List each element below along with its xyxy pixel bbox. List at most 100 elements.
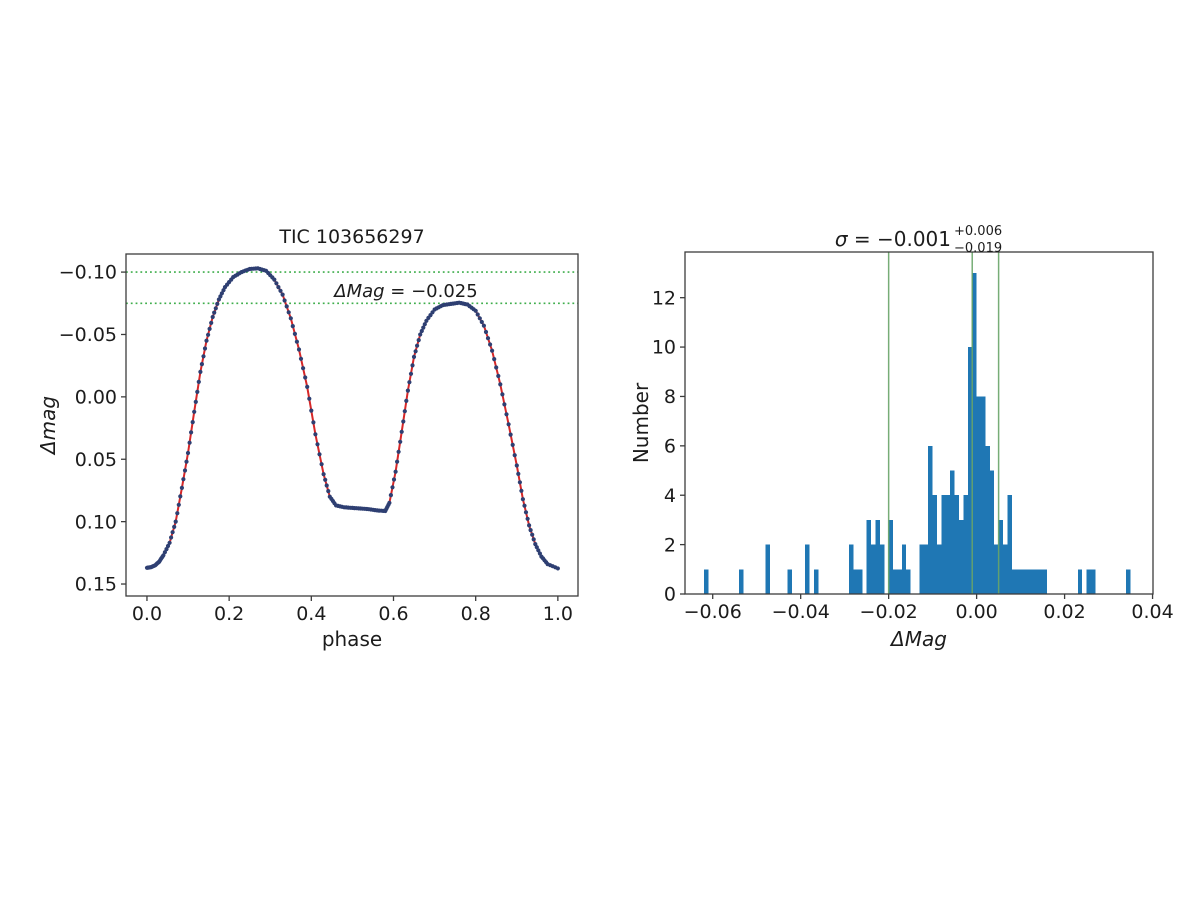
data-point: [324, 483, 329, 488]
data-point: [282, 298, 287, 303]
data-point: [215, 301, 220, 306]
data-point: [326, 489, 331, 494]
histogram-ylabel: Number: [629, 382, 653, 463]
data-point: [516, 471, 521, 476]
data-point: [517, 480, 523, 485]
x-tick-label: 0.02: [1043, 601, 1085, 623]
data-point: [396, 449, 401, 454]
data-point: [207, 326, 212, 331]
data-point: [477, 316, 482, 321]
histogram-bar: [919, 544, 924, 594]
data-point: [488, 342, 493, 347]
histogram-bar: [871, 544, 876, 594]
histogram-bar: [906, 569, 911, 594]
x-tick-label: −0.06: [684, 601, 742, 623]
histogram-bar: [1016, 569, 1021, 594]
data-point: [393, 469, 398, 474]
deltamag-annotation: ΔMag = −0.025: [332, 281, 477, 302]
histogram-bar: [950, 470, 955, 594]
data-point: [179, 485, 184, 490]
data-point: [407, 380, 412, 385]
data-point: [508, 432, 513, 437]
fit-line: [146, 267, 559, 570]
histogram-bar: [703, 569, 709, 594]
data-point: [280, 292, 285, 297]
x-tick-label: 0.8: [461, 603, 491, 625]
histogram-bar: [954, 495, 959, 594]
data-point: [473, 308, 478, 313]
y-tick-label: 0.15: [75, 574, 117, 596]
y-tick-label: 8: [664, 386, 676, 408]
x-tick-label: 1.0: [543, 603, 573, 625]
y-tick-label: 12: [652, 287, 676, 309]
data-point: [405, 388, 410, 393]
histogram-bar: [945, 495, 951, 594]
data-point: [198, 369, 203, 374]
data-point: [519, 488, 524, 493]
data-point: [555, 566, 560, 571]
data-point: [498, 382, 503, 387]
data-point: [485, 336, 491, 341]
lightcurve-axes: 0.0 0.2 0.4 0.6 0.8 1.0 −0.10 −0.05 0.00 0.05 0.10…: [59, 253, 579, 625]
data-point: [530, 532, 535, 537]
data-point: [190, 420, 195, 425]
lightcurve-ylabel: Δmag: [36, 396, 60, 456]
data-point: [512, 453, 517, 458]
histogram-bars: [703, 273, 1131, 594]
data-point: [536, 548, 541, 553]
data-point: [185, 450, 191, 456]
data-point: [298, 356, 304, 361]
histogram-bar: [805, 544, 810, 594]
data-point: [410, 363, 415, 368]
y-tick-label: −0.05: [59, 324, 117, 346]
data-point: [284, 304, 289, 309]
data-point: [301, 366, 306, 371]
histogram-bar: [998, 519, 1003, 594]
x-tick-label: 0.00: [955, 601, 997, 623]
lightcurve-xlabel: phase: [322, 627, 382, 651]
histogram-bar: [849, 544, 854, 594]
data-point: [173, 519, 178, 524]
histogram-bar: [853, 569, 858, 594]
histogram-bar: [1003, 544, 1008, 594]
data-point: [189, 430, 194, 435]
y-tick-label: 4: [664, 485, 676, 507]
histogram-bar: [985, 445, 990, 594]
data-point: [182, 468, 188, 473]
sigma-value: = −0.001: [848, 227, 952, 251]
histogram-bar: [1077, 569, 1083, 594]
data-point: [272, 277, 277, 282]
data-point: [202, 346, 208, 351]
data-point: [184, 459, 189, 464]
data-point: [199, 362, 204, 367]
data-point: [172, 524, 177, 530]
histogram-bar: [897, 569, 902, 594]
y-tick-label: 0: [664, 584, 676, 606]
data-point: [169, 535, 174, 540]
data-point: [525, 516, 530, 521]
histogram-bar: [1011, 569, 1017, 594]
data-point: [290, 324, 295, 329]
deltamag-reference-lines: [126, 271, 578, 305]
data-point: [276, 285, 281, 290]
data-point: [496, 373, 501, 379]
histogram-bar: [963, 495, 968, 594]
histogram-bar: [937, 544, 942, 594]
data-point: [402, 409, 407, 414]
data-point: [317, 452, 322, 457]
histogram-bar: [923, 544, 929, 594]
data-point: [502, 402, 507, 407]
sigma-title: σ = −0.001: [835, 227, 951, 251]
data-point: [506, 422, 511, 427]
histogram-xlabel: ΔMag: [889, 627, 947, 651]
x-tick-label: 0.6: [378, 603, 408, 625]
y-tick-label: −0.10: [59, 262, 117, 284]
histogram-bar: [976, 396, 981, 594]
histogram-panel: −0.06 −0.04 −0.02 0.00 0.02 0.04 0 2 4 6 8 10 12 σ =…: [629, 224, 1174, 651]
data-point: [531, 537, 536, 542]
data-point: [195, 389, 200, 394]
data-point: [201, 354, 206, 359]
histogram-bar: [1126, 569, 1131, 594]
